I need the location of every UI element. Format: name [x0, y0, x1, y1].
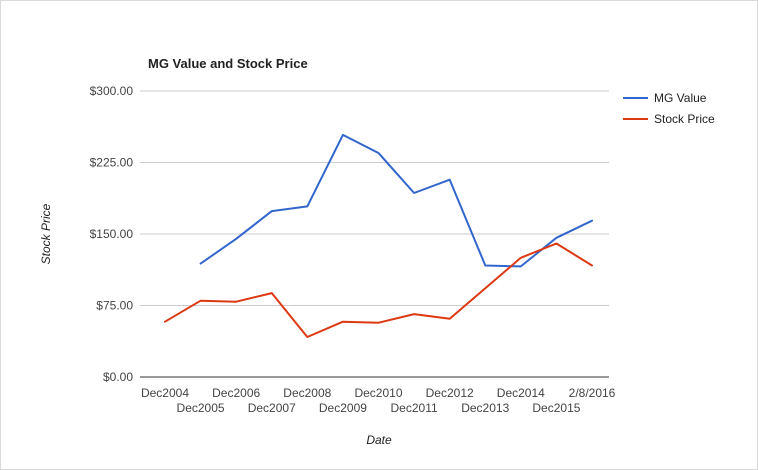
x-tick-label: Dec2014: [497, 386, 545, 400]
legend-label: MG Value: [654, 91, 707, 105]
legend: MG Value Stock Price: [623, 91, 715, 126]
y-tick-label: $75.00: [96, 299, 133, 313]
x-tick-label: 2/8/2016: [569, 386, 616, 400]
x-axis-title: Date: [366, 433, 392, 447]
chart-title: MG Value and Stock Price: [148, 56, 308, 71]
series-line-mg-value: [199, 133, 593, 268]
series-line-stock-price: [164, 242, 593, 338]
y-axis-title: Stock Price: [39, 203, 53, 264]
x-tick-label: Dec2006: [212, 386, 260, 400]
legend-item-mg-value: MG Value: [623, 91, 707, 105]
y-axis-ticks: $0.00 $75.00 $150.00 $225.00 $300.00: [90, 84, 134, 384]
x-tick-label: Dec2005: [177, 401, 225, 415]
x-tick-label: Dec2010: [354, 386, 402, 400]
x-tick-label: Dec2008: [283, 386, 331, 400]
gridlines: [140, 90, 609, 378]
legend-item-stock-price: Stock Price: [623, 112, 715, 126]
y-tick-label: $150.00: [90, 227, 134, 241]
legend-label: Stock Price: [654, 112, 715, 126]
x-tick-label: Dec2013: [461, 401, 509, 415]
x-tick-label: Dec2009: [319, 401, 367, 415]
y-tick-label: $0.00: [103, 370, 133, 384]
x-tick-label: Dec2012: [426, 386, 474, 400]
y-tick-label: $225.00: [90, 156, 134, 170]
y-tick-label: $300.00: [90, 84, 134, 98]
x-tick-label: Dec2011: [391, 401, 438, 415]
series-lines: [164, 133, 593, 338]
x-tick-label: Dec2015: [532, 401, 580, 415]
x-tick-label: Dec2004: [141, 386, 189, 400]
x-axis-ticks: Dec2004Dec2005Dec2006Dec2007Dec2008Dec20…: [141, 386, 616, 415]
x-tick-label: Dec2007: [248, 401, 296, 415]
